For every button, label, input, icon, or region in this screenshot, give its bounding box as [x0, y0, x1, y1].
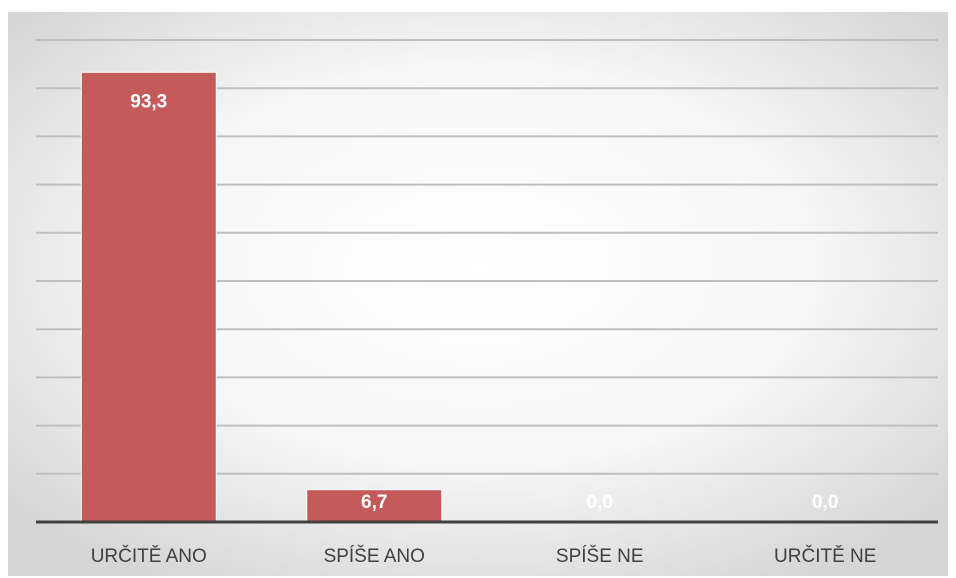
data-label: 0,0: [587, 492, 613, 513]
bar: [80, 71, 217, 523]
category-label: SPÍŠE NE: [556, 545, 644, 567]
data-label: 6,7: [361, 492, 387, 513]
data-label: 93,3: [130, 91, 167, 112]
data-label: 0,0: [812, 492, 838, 513]
bars: [80, 71, 443, 523]
data-labels: 93,3 6,7 0,0 0,0: [130, 91, 838, 513]
category-label: SPÍŠE ANO: [324, 545, 425, 567]
category-label: URČITĚ ANO: [91, 545, 207, 567]
category-labels: URČITĚ ANO SPÍŠE ANO SPÍŠE NE URČITĚ NE: [91, 545, 877, 567]
category-label: URČITĚ NE: [774, 545, 876, 567]
